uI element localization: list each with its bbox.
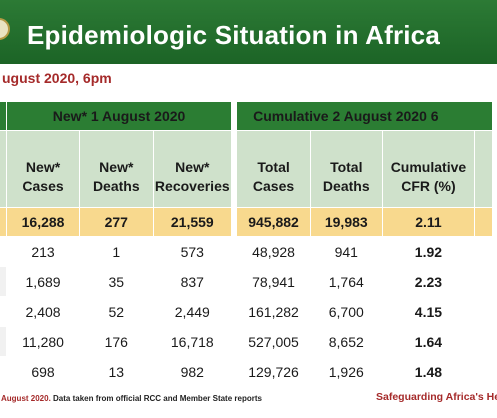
epidemiology-table: New* 1 August 2020 Cumulative 2 August 2… [0,101,493,387]
column-header-total-cases: Total Cases [236,130,311,208]
total-row: 16,288 277 21,559 945,882 19,983 2.11 [0,207,493,237]
table-row: 2,408 52 2,449 161,282 6,700 4.15 [0,296,493,327]
table-row: 11,280 176 16,718 527,005 8,652 1.64 [0,326,493,357]
table-row: 213 1 573 48,928 941 1.92 [0,236,493,267]
total-new-recoveries: 21,559 [152,207,233,237]
footer-date: August 2020. [1,394,51,403]
footer-tagline: Safeguarding Africa's Health [376,391,497,403]
group-header-new: New* 1 August 2020 [6,101,232,131]
page-title: Epidemiologic Situation in Africa [27,20,441,50]
column-header-new-deaths: New* Deaths [79,130,154,208]
total-new-deaths: 277 [79,207,154,237]
footer-source-text: Data taken from official RCC and Member … [50,394,262,403]
africa-cdc-logo-icon [0,18,10,40]
column-header-row: New* Cases New* Deaths New* Recoveries Tota… [0,130,493,208]
total-cfr: 2.11 [381,207,476,237]
group-header-cumulative: Cumulative 2 August 2020 6 [236,101,493,131]
table-row: 698 13 982 129,726 1,926 1.48 [0,356,493,387]
column-header-cumulative-cfr: Cumulative CFR (%) [381,130,476,208]
column-header-new-cases: New* Cases [6,130,80,208]
total-new-cases: 16,288 [6,207,80,237]
column-header-total-deaths: Total Deaths [309,130,383,208]
footer-source: August 2020. Data taken from official RC… [1,394,262,403]
total-cases: 945,882 [236,207,311,237]
group-header-row: New* 1 August 2020 Cumulative 2 August 2… [0,101,493,131]
total-deaths: 19,983 [309,207,383,237]
header-banner: Epidemiologic Situation in Africa [0,0,497,64]
table-row: 1,689 35 837 78,941 1,764 2.23 [0,266,493,297]
column-header-stub [0,130,8,208]
group-header-stub [0,101,8,131]
column-header-new-recoveries: New* Recoveries [152,130,233,208]
report-date: ugust 2020, 6pm [2,70,112,86]
